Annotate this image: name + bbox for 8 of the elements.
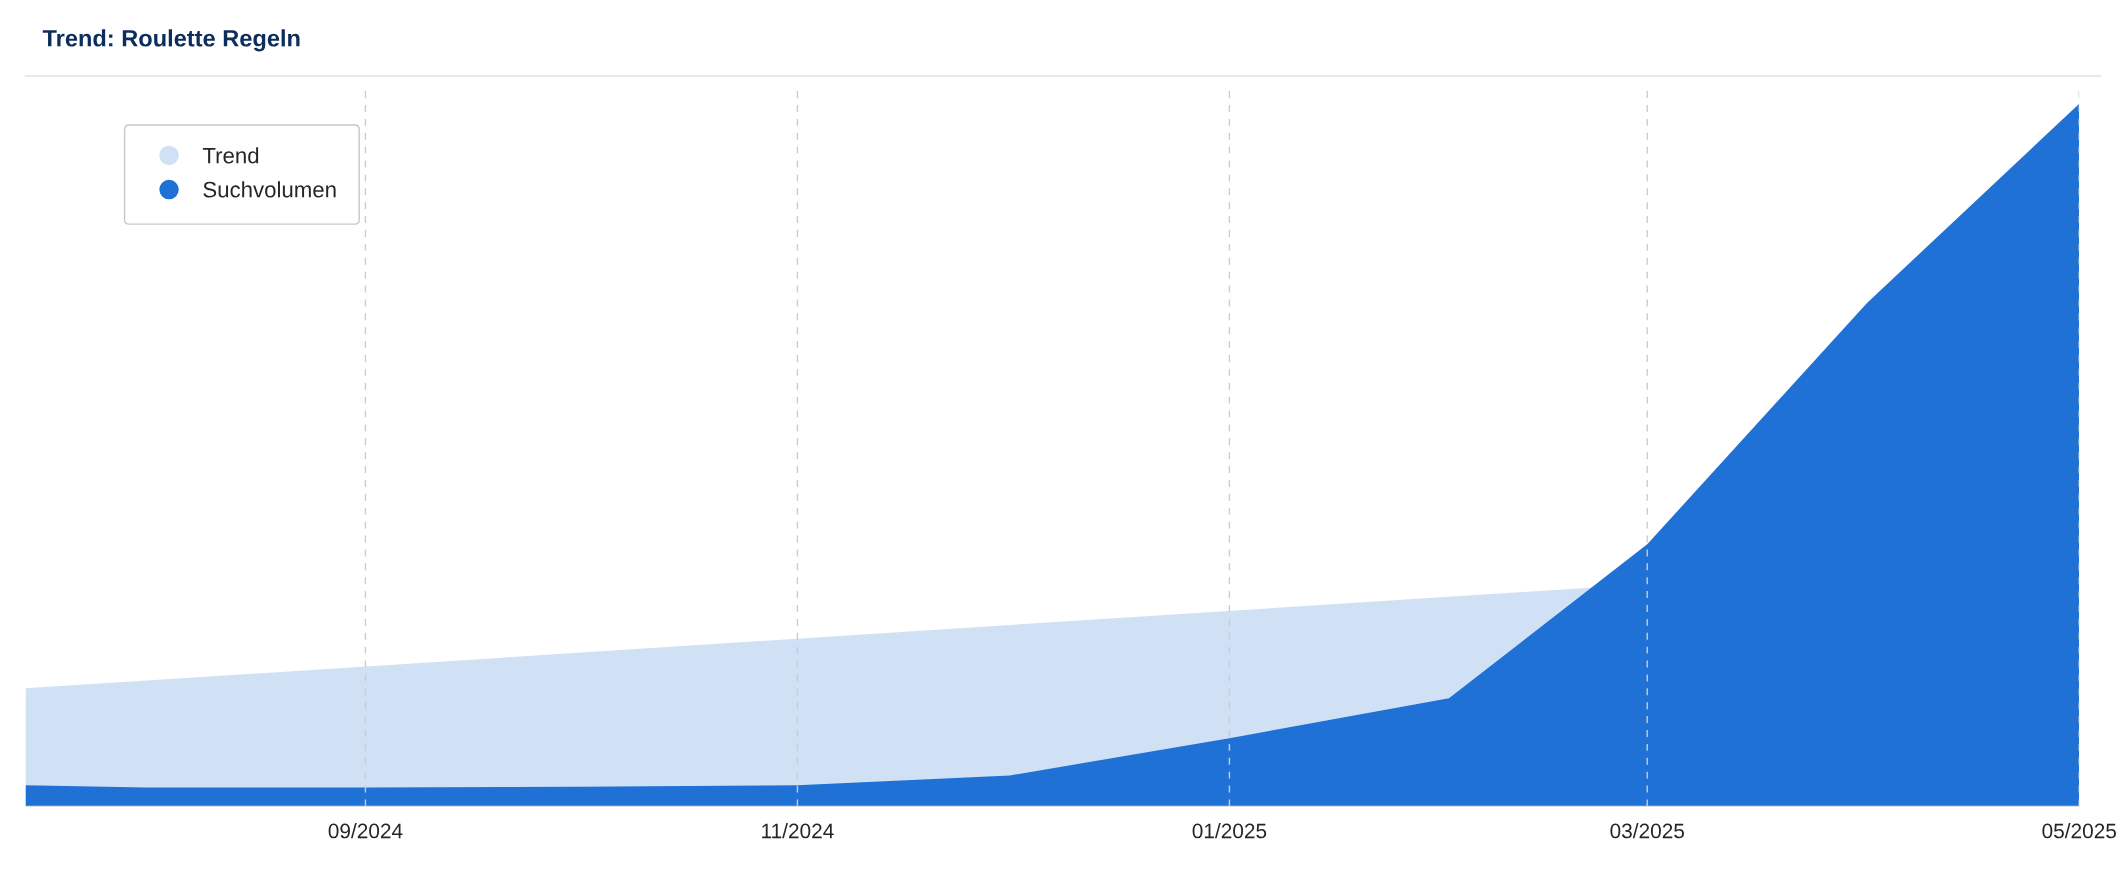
chart-title: Trend: Roulette Regeln (42, 29, 300, 52)
x-tick-label: 11/2024 (762, 823, 834, 839)
x-tick-label: 09/2024 (328, 823, 403, 839)
x-tick-label: 01/2025 (1192, 823, 1267, 839)
legend-label: Trend (202, 147, 259, 164)
x-tick-label: 05/2025 (2042, 823, 2117, 839)
legend-label: Suchvolumen (203, 181, 336, 198)
x-tick-label: 03/2025 (1610, 823, 1685, 839)
